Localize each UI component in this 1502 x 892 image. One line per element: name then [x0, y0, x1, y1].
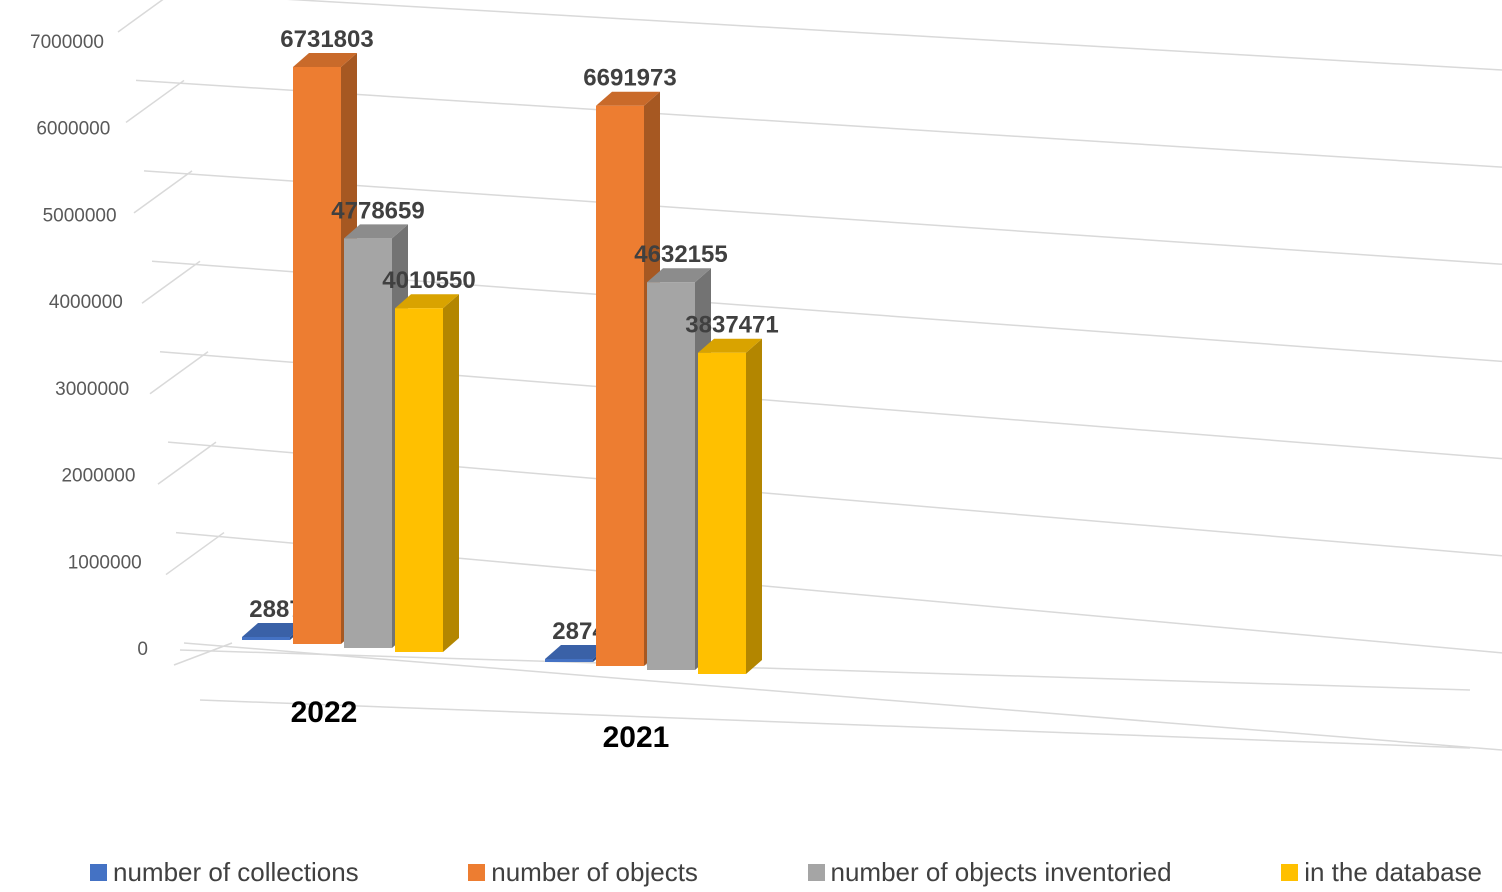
gridline-side	[173, 642, 233, 666]
bar-front	[344, 238, 392, 649]
data-label: 4632155	[634, 241, 727, 268]
legend-label: number of objects inventoried	[830, 856, 1172, 887]
gridline-side	[165, 531, 225, 576]
data-label: 3837471	[685, 312, 778, 339]
gridline	[143, 170, 1502, 266]
category-labels: 2022 2021	[291, 696, 670, 754]
bars: 2887673180347786594010550287466919734632…	[242, 26, 779, 674]
y-tick-label: 4000000	[49, 292, 123, 313]
floor-line	[179, 649, 1471, 691]
y-tick-label: 5000000	[43, 205, 117, 226]
bar-top	[596, 91, 660, 106]
bar-top	[698, 338, 762, 353]
y-tick-label: 7000000	[30, 32, 104, 53]
legend-swatch	[468, 863, 486, 881]
bar-front	[395, 308, 443, 652]
legend-label: number of objects	[491, 856, 698, 887]
gridline	[183, 642, 1502, 751]
bar-top	[545, 645, 609, 659]
bar-side	[746, 338, 762, 674]
gridline-side	[117, 0, 164, 33]
gridline-side	[125, 79, 185, 124]
y-tick-label: 3000000	[55, 379, 129, 400]
bar-front	[698, 352, 746, 674]
y-tick-label: 2000000	[61, 466, 135, 487]
data-label: 4778659	[331, 197, 424, 224]
legend-item: number of collections	[90, 857, 359, 888]
bar	[698, 338, 762, 674]
gridline-side	[141, 260, 201, 304]
y-tick-label: 1000000	[68, 552, 142, 573]
bar-front	[596, 105, 644, 666]
legend-item: number of objects	[468, 857, 698, 888]
bar-front	[545, 659, 593, 662]
bar-top	[242, 623, 306, 637]
legend-swatch	[807, 863, 825, 881]
y-axis-labels: 0 1000000 2000000 3000000 4000000 5000000 6000…	[30, 32, 148, 660]
category-label: 2021	[603, 721, 670, 754]
legend-label: number of collections	[113, 856, 359, 887]
legend: number of collections number of objects nu…	[0, 852, 1502, 892]
legend-swatch	[1281, 863, 1299, 881]
bar-front	[647, 282, 695, 670]
gridline	[135, 79, 1502, 168]
y-tick-label: 0	[137, 639, 148, 660]
gridline-side	[157, 441, 217, 485]
gridline-side	[149, 351, 209, 395]
bar-top	[395, 294, 459, 309]
gridline-side	[133, 170, 193, 214]
data-label: 4010550	[382, 267, 475, 294]
bar-top	[647, 268, 711, 283]
bar-side	[443, 294, 459, 652]
bar-front	[242, 637, 290, 640]
data-label: 6731803	[280, 26, 373, 53]
legend-item: number of objects inventoried	[807, 856, 1172, 888]
bar-top	[293, 52, 357, 67]
legend-item: in the database	[1281, 857, 1482, 888]
bar	[395, 294, 459, 652]
bar-top	[344, 224, 408, 239]
legend-swatch	[90, 863, 107, 881]
legend-label: in the database	[1304, 856, 1482, 887]
category-label: 2022	[291, 696, 358, 729]
chart-plot-area: 0 1000000 2000000 3000000 4000000 5000000 6000…	[30, 0, 1502, 754]
y-tick-label: 6000000	[36, 119, 110, 140]
gridline	[286, 0, 1502, 71]
bar-front	[293, 66, 341, 645]
data-label: 6691973	[583, 65, 676, 92]
floor-line	[199, 699, 1471, 749]
